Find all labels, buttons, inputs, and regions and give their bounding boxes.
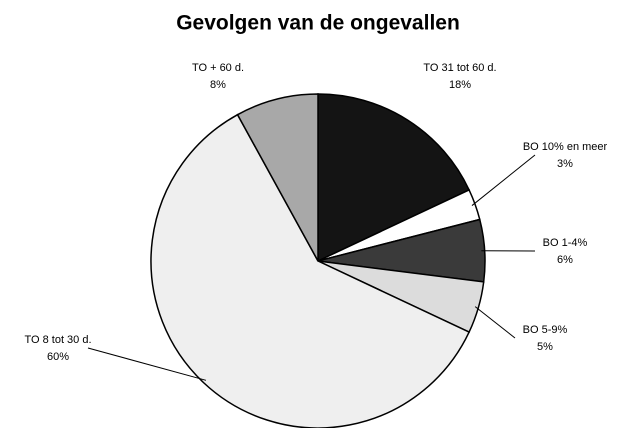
- slice-value-label: 3%: [557, 158, 573, 170]
- chart-title: Gevolgen van de ongevallen: [176, 12, 460, 35]
- slice-value-label: 18%: [449, 79, 471, 91]
- slice-label: BO 5-9%: [523, 324, 568, 336]
- slice-value-label: 60%: [47, 351, 69, 363]
- leader-line: [471, 154, 536, 206]
- slice-label: TO + 60 d.: [192, 62, 244, 74]
- pie-slice: [317, 93, 471, 263]
- slice-label: BO 1-4%: [543, 237, 588, 249]
- leader-line: [474, 306, 516, 339]
- slice-value-label: 5%: [537, 341, 553, 353]
- slice-label: BO 10% en meer: [523, 141, 608, 153]
- pie-slice: [236, 93, 319, 262]
- pie-slice: [150, 113, 471, 428]
- slice-label: TO 31 tot 60 d.: [423, 62, 496, 74]
- leader-line: [87, 347, 207, 381]
- slice-value-label: 8%: [210, 79, 226, 91]
- slice-label: TO 8 tot 30 d.: [24, 334, 91, 346]
- slice-value-label: 6%: [557, 254, 573, 266]
